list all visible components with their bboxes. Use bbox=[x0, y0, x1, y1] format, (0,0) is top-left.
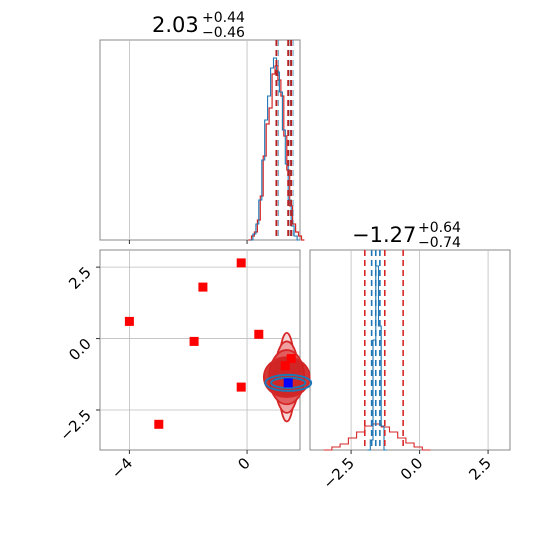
tick-label-bottom-left-y-1: 0.0 bbox=[65, 335, 95, 365]
red-square-point-8 bbox=[280, 361, 290, 371]
red-square-point-2 bbox=[198, 282, 208, 292]
tick-label-bottom-left-y-2: 2.5 bbox=[65, 263, 95, 293]
red-square-point-6 bbox=[254, 329, 264, 339]
title-bottom-right-minus: −0.74 bbox=[418, 235, 461, 251]
grid-layer bbox=[100, 40, 489, 450]
title-top-left-value: 2.03 bbox=[152, 13, 199, 37]
tick-label-bottom-right-x-1: 0.0 bbox=[397, 454, 427, 484]
title-bottom-right-value: −1.27 bbox=[352, 223, 416, 247]
tick-label-bottom-right-x-2: 2.5 bbox=[465, 454, 495, 484]
panel-top-left-frame bbox=[99, 39, 301, 241]
panel-bottom-left-frame bbox=[99, 249, 301, 451]
red-square-point-0 bbox=[124, 316, 134, 326]
title-top-left-minus: −0.46 bbox=[202, 25, 245, 41]
title-bottom-right: −1.27 +0.64 −0.74 bbox=[352, 220, 461, 251]
tick-label-bottom-left-y-0: −2.5 bbox=[56, 406, 94, 444]
panel-bottom-right-frame bbox=[309, 249, 511, 451]
red-square-point-7 bbox=[286, 354, 296, 364]
scatter-layer bbox=[124, 258, 296, 429]
histogram-bottom-right-blue bbox=[367, 265, 387, 451]
red-square-point-5 bbox=[236, 382, 246, 392]
tick-label-bottom-left-x-1: 0 bbox=[234, 454, 253, 473]
title-top-left-plus: +0.44 bbox=[202, 10, 245, 26]
tick-label-bottom-right-x-0: −2.5 bbox=[319, 454, 357, 492]
title-bottom-right-plus: +0.64 bbox=[418, 220, 461, 236]
red-square-point-4 bbox=[236, 258, 246, 268]
blue-contour-1 bbox=[270, 376, 307, 389]
red-square-point-1 bbox=[154, 419, 164, 429]
quantile-lines-layer bbox=[275, 40, 404, 450]
red-square-point-3 bbox=[189, 336, 199, 346]
blue-square-point bbox=[283, 378, 293, 388]
histogram-bottom-right-red bbox=[323, 423, 431, 451]
tick-label-bottom-left-x-0: −4 bbox=[108, 454, 136, 482]
title-top-left: 2.03 +0.44 −0.46 bbox=[152, 10, 245, 41]
blue-contour-0 bbox=[264, 373, 313, 392]
